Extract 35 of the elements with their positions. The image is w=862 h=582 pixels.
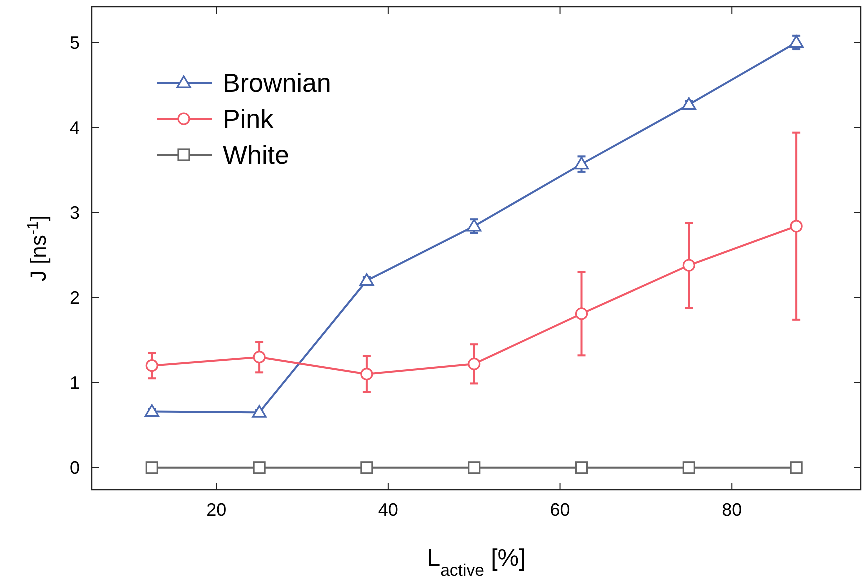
legend-label: Brownian bbox=[223, 68, 332, 98]
point bbox=[253, 351, 266, 364]
point bbox=[360, 462, 374, 474]
point bbox=[146, 462, 158, 474]
point bbox=[467, 219, 482, 232]
point bbox=[253, 462, 266, 474]
y-tick-label: 4 bbox=[70, 118, 80, 138]
x-tick-label: 20 bbox=[206, 500, 227, 520]
point bbox=[146, 360, 158, 372]
point bbox=[682, 259, 696, 272]
point bbox=[574, 157, 590, 170]
x-tick-label: 60 bbox=[550, 500, 570, 520]
y-tick-label: 2 bbox=[70, 288, 80, 308]
point bbox=[360, 274, 374, 286]
point bbox=[789, 35, 804, 48]
legend-label: Pink bbox=[223, 104, 275, 134]
point bbox=[360, 368, 374, 381]
point bbox=[790, 220, 803, 233]
point bbox=[468, 358, 481, 370]
x-axis-title: L$_{active}$ [%] bbox=[427, 545, 526, 580]
point bbox=[682, 462, 696, 474]
legend-label: White bbox=[223, 140, 290, 170]
x-tick-label: 40 bbox=[378, 500, 398, 520]
point bbox=[468, 462, 481, 474]
point bbox=[575, 462, 588, 474]
x-tick-label: 80 bbox=[722, 500, 742, 520]
point bbox=[790, 462, 803, 474]
y-tick-label: 3 bbox=[70, 203, 80, 224]
point bbox=[575, 308, 588, 320]
y-tick-label: 5 bbox=[70, 33, 80, 54]
y-tick-label: 1 bbox=[70, 373, 80, 394]
point bbox=[682, 97, 696, 110]
point bbox=[144, 404, 160, 418]
y-tick-label: 0 bbox=[70, 458, 80, 478]
point bbox=[252, 405, 267, 418]
